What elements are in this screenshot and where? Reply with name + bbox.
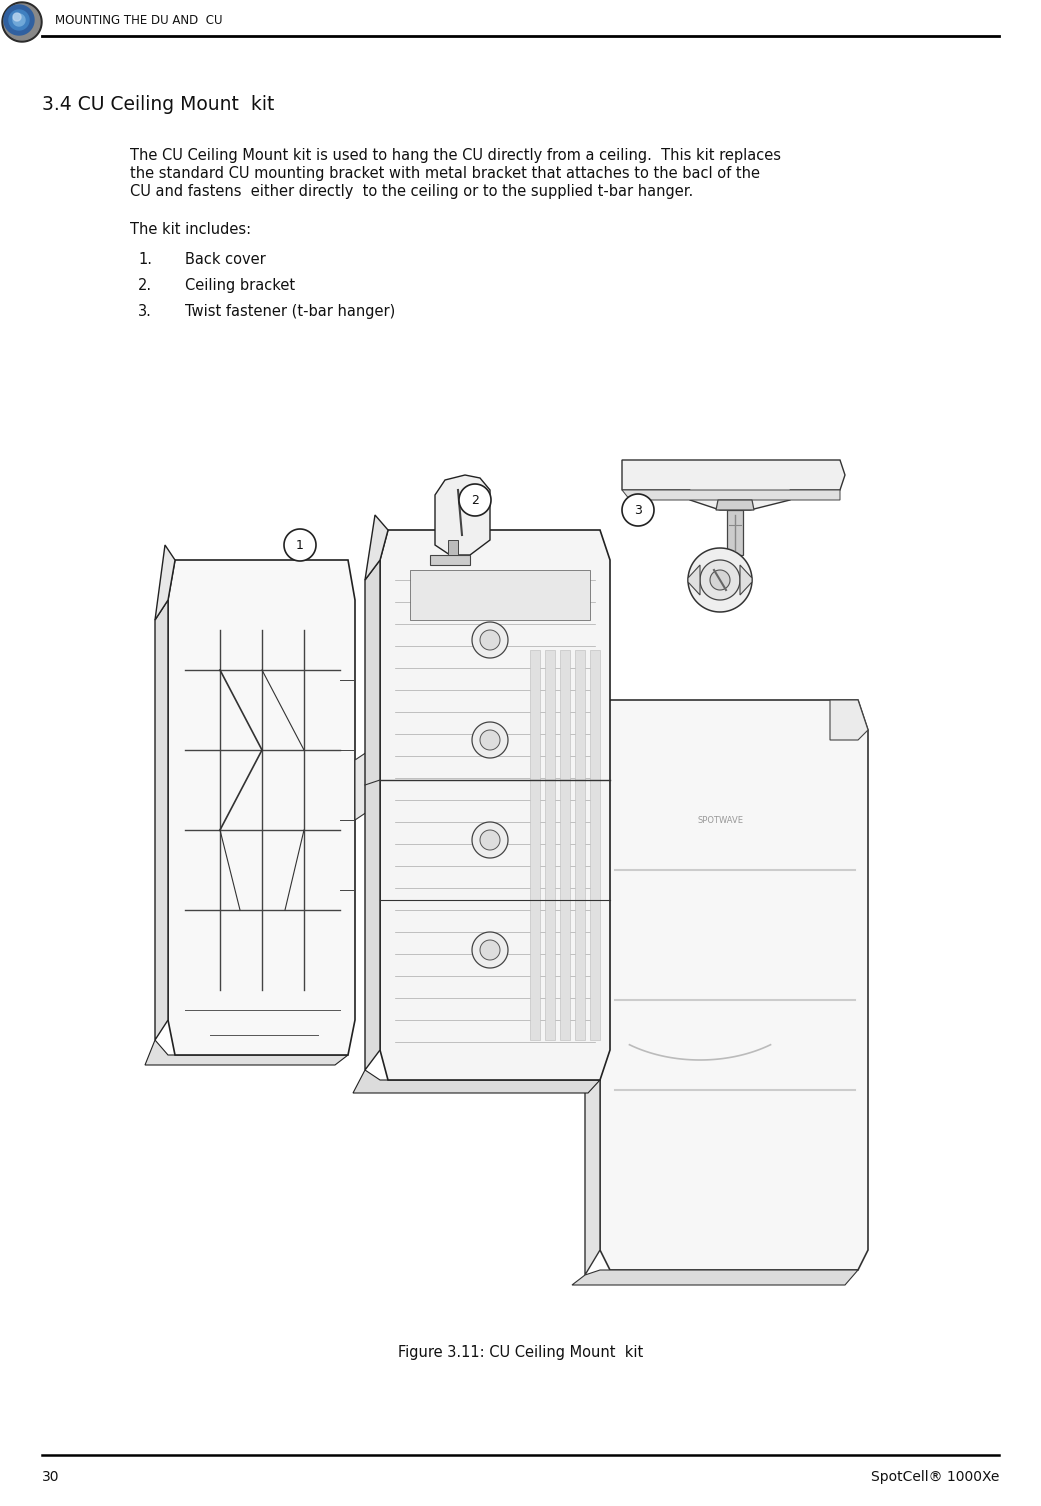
Polygon shape <box>168 560 355 1056</box>
Polygon shape <box>410 569 590 620</box>
Text: SPOTWAVE: SPOTWAVE <box>697 816 743 824</box>
Text: 1: 1 <box>296 539 304 551</box>
Text: Back cover: Back cover <box>185 252 265 267</box>
Polygon shape <box>572 1270 858 1285</box>
Text: 3.: 3. <box>138 304 152 319</box>
Polygon shape <box>4 5 34 35</box>
Polygon shape <box>155 545 175 620</box>
Text: Figure 3.11: CU Ceiling Mount  kit: Figure 3.11: CU Ceiling Mount kit <box>398 1345 643 1360</box>
Polygon shape <box>575 651 585 1041</box>
Polygon shape <box>155 599 168 1041</box>
Polygon shape <box>480 940 500 959</box>
Polygon shape <box>590 651 600 1041</box>
Polygon shape <box>600 700 868 1270</box>
Polygon shape <box>145 1041 348 1065</box>
Text: CU and fastens  either directly  to the ceiling or to the supplied t-bar hanger.: CU and fastens either directly to the ce… <box>130 184 693 199</box>
Polygon shape <box>688 548 752 611</box>
Polygon shape <box>480 830 500 849</box>
Polygon shape <box>530 651 540 1041</box>
Polygon shape <box>448 541 458 556</box>
Polygon shape <box>623 489 840 500</box>
Polygon shape <box>716 500 754 511</box>
Polygon shape <box>380 530 610 1080</box>
Polygon shape <box>459 483 491 517</box>
Text: The kit includes:: The kit includes: <box>130 221 251 236</box>
Text: the standard CU mounting bracket with metal bracket that attaches to the bacl of: the standard CU mounting bracket with me… <box>130 166 760 181</box>
Polygon shape <box>365 515 388 580</box>
Text: 2.: 2. <box>138 279 152 294</box>
Polygon shape <box>365 560 380 1069</box>
Polygon shape <box>560 651 570 1041</box>
Polygon shape <box>435 474 490 556</box>
Polygon shape <box>430 556 469 565</box>
Polygon shape <box>284 529 316 562</box>
Polygon shape <box>353 1069 600 1093</box>
Text: 3: 3 <box>634 503 642 517</box>
Polygon shape <box>585 720 600 1276</box>
Polygon shape <box>2 2 42 42</box>
Polygon shape <box>355 750 370 819</box>
Polygon shape <box>480 730 500 750</box>
Text: Twist fastener (t-bar hanger): Twist fastener (t-bar hanger) <box>185 304 396 319</box>
Polygon shape <box>623 494 654 526</box>
Polygon shape <box>740 565 752 595</box>
Polygon shape <box>545 651 555 1041</box>
Polygon shape <box>9 11 29 30</box>
Polygon shape <box>585 890 600 950</box>
Polygon shape <box>688 565 700 595</box>
Polygon shape <box>830 700 868 739</box>
Polygon shape <box>700 560 740 599</box>
Text: Ceiling bracket: Ceiling bracket <box>185 279 296 294</box>
Text: 1.: 1. <box>138 252 152 267</box>
Polygon shape <box>4 5 40 41</box>
Polygon shape <box>472 622 508 658</box>
Text: 3.4 CU Ceiling Mount  kit: 3.4 CU Ceiling Mount kit <box>42 95 275 114</box>
Text: 30: 30 <box>42 1470 59 1483</box>
Polygon shape <box>480 630 500 651</box>
Polygon shape <box>472 932 508 968</box>
Polygon shape <box>472 721 508 758</box>
Polygon shape <box>12 14 21 21</box>
Polygon shape <box>710 569 730 590</box>
Text: 2: 2 <box>472 494 479 506</box>
Polygon shape <box>623 459 845 511</box>
Polygon shape <box>727 511 743 556</box>
Text: MOUNTING THE DU AND  CU: MOUNTING THE DU AND CU <box>55 14 223 27</box>
Text: The CU Ceiling Mount kit is used to hang the CU directly from a ceiling.  This k: The CU Ceiling Mount kit is used to hang… <box>130 148 781 163</box>
Text: SpotCell® 1000Xe: SpotCell® 1000Xe <box>870 1470 999 1483</box>
Polygon shape <box>12 14 25 26</box>
Polygon shape <box>472 822 508 858</box>
